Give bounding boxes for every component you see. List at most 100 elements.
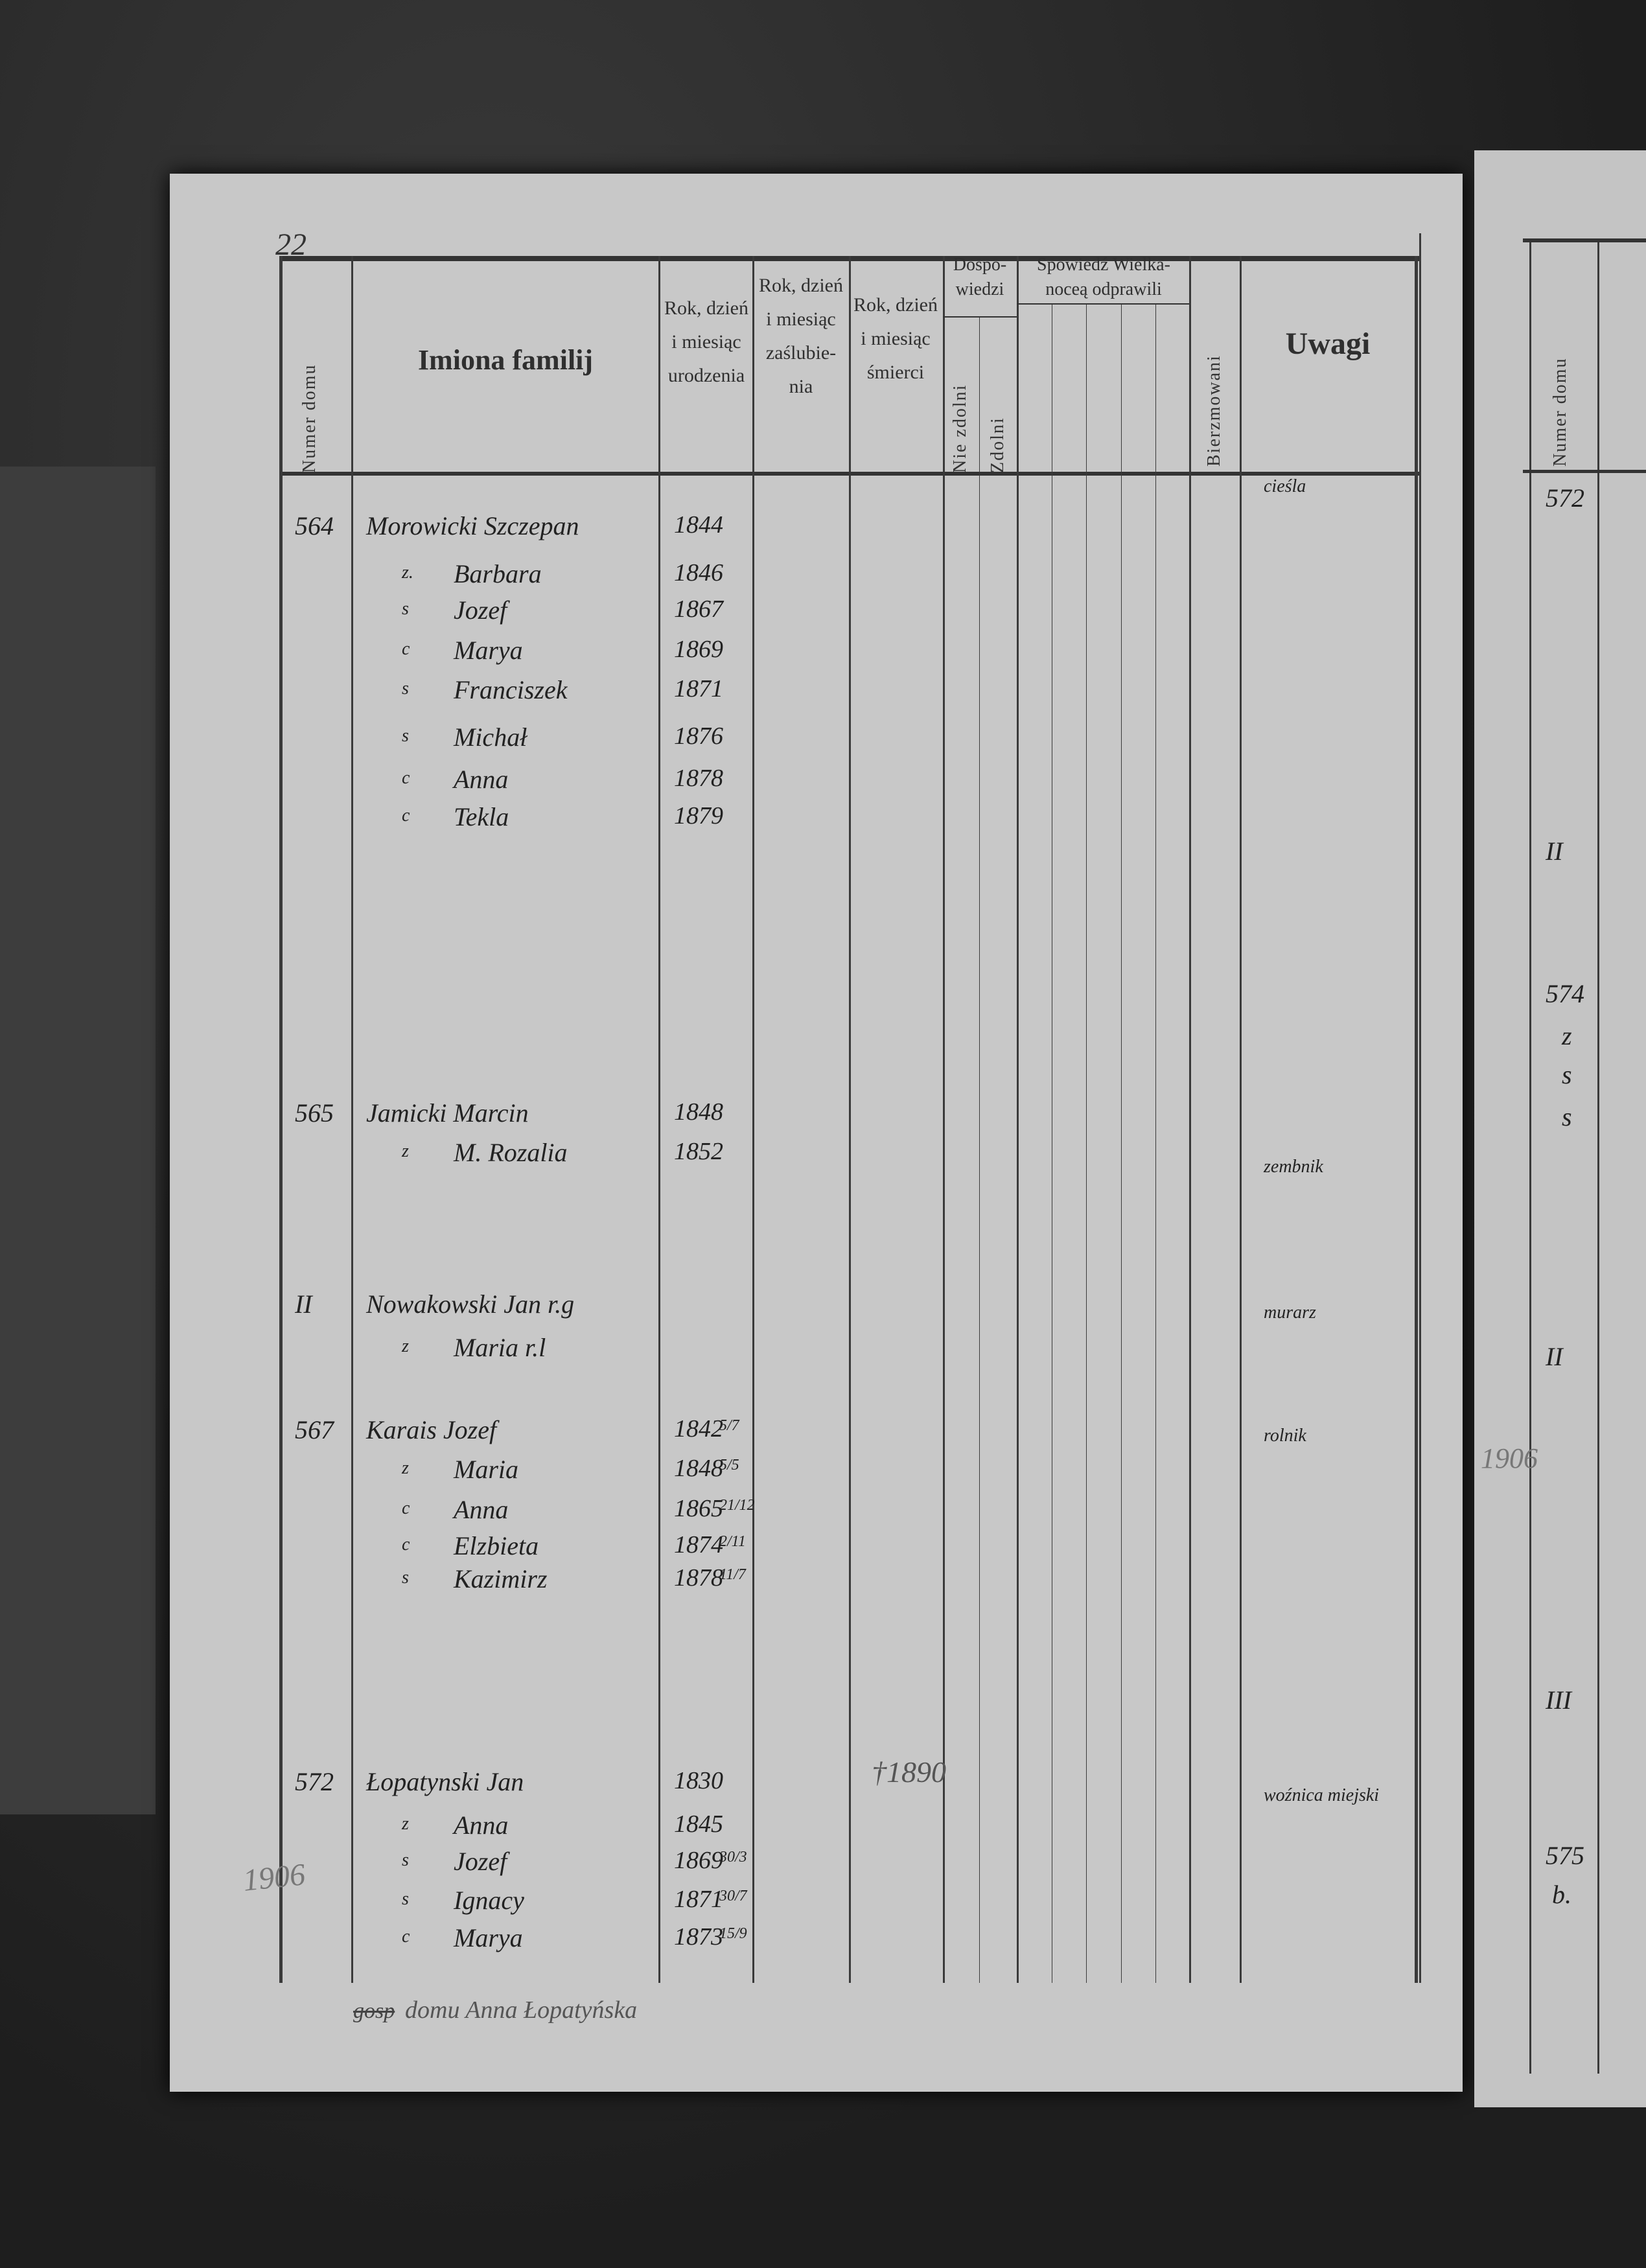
relation-marker: z bbox=[402, 1814, 409, 1834]
right-header-numer-domu: Numer domu bbox=[1550, 357, 1570, 467]
occupation-note: murarz bbox=[1264, 1302, 1316, 1323]
table-column-rule bbox=[1086, 305, 1087, 1983]
birth-year: 1848 bbox=[674, 1455, 723, 1482]
member-name: Anna bbox=[454, 1495, 509, 1524]
relation-marker: z bbox=[402, 1458, 409, 1478]
member-name: Karais Jozef bbox=[366, 1415, 497, 1444]
pencil-note: 1906 bbox=[1481, 1442, 1538, 1474]
register-page-right bbox=[1474, 150, 1646, 2107]
header-nie-zdolni: Nie zdolni bbox=[950, 384, 970, 473]
birth-year: 1874 bbox=[674, 1531, 723, 1558]
footer-note: domu Anna Łopatyńska bbox=[405, 1996, 638, 2024]
member-name: Elzbieta bbox=[454, 1531, 539, 1560]
header-spowiedz-wielkanocna: Spowiedź Wielka- noceą odprawili bbox=[1037, 255, 1170, 299]
table-column-rule bbox=[1189, 256, 1191, 1983]
right-page-house-number: s bbox=[1562, 1102, 1572, 1131]
right-page-house-number: II bbox=[1546, 837, 1563, 866]
header-imiona-familij: Imiona familij bbox=[417, 344, 594, 376]
birth-day-month: 30/3 bbox=[719, 1849, 747, 1866]
house-number: 564 bbox=[295, 511, 334, 540]
birth-year: 1878 bbox=[674, 1564, 723, 1591]
member-name: Anna bbox=[454, 765, 509, 794]
birth-year: 1842 bbox=[674, 1415, 723, 1442]
member-name: Tekla bbox=[454, 802, 509, 831]
table-column-rule bbox=[1240, 256, 1242, 1983]
table-row-rule bbox=[1017, 303, 1189, 305]
birth-year: 1852 bbox=[674, 1138, 723, 1165]
relation-marker: c bbox=[402, 805, 410, 826]
member-name: M. Rozalia bbox=[454, 1138, 568, 1167]
member-name: Jozef bbox=[454, 1847, 507, 1876]
header-rok-urodzenia: Rok, dzień i miesiąc urodzenia bbox=[664, 297, 748, 386]
member-name: Morowicki Szczepan bbox=[366, 511, 579, 540]
table-column-rule bbox=[1419, 233, 1421, 1983]
relation-marker: s bbox=[402, 1889, 409, 1909]
relation-marker: c bbox=[402, 639, 410, 659]
table-column-rule bbox=[979, 318, 980, 1983]
birth-year: 1830 bbox=[674, 1767, 723, 1794]
relation-marker: z bbox=[402, 1141, 409, 1161]
member-name: Franciszek bbox=[454, 675, 568, 704]
table-column-rule bbox=[752, 256, 754, 1983]
header-dospowiedzi: Dospo- wiedzi bbox=[953, 255, 1007, 299]
death-year: †1890 bbox=[872, 1755, 946, 1788]
table-column-rule bbox=[849, 256, 851, 1983]
table-row-rule bbox=[943, 316, 1017, 318]
birth-year: 1869 bbox=[674, 1847, 723, 1874]
relation-marker: c bbox=[402, 1498, 410, 1518]
house-number: II bbox=[295, 1290, 312, 1319]
member-name: Barbara bbox=[454, 559, 542, 588]
table-column-rule bbox=[1155, 305, 1156, 1983]
occupation-note: rolnik bbox=[1264, 1426, 1306, 1446]
right-page-house-number: s bbox=[1562, 1060, 1572, 1089]
relation-marker: s bbox=[402, 599, 409, 619]
birth-year: 1879 bbox=[674, 802, 723, 829]
header-numer-domu: Numer domu bbox=[299, 364, 319, 473]
right-page-house-number: 574 bbox=[1546, 979, 1584, 1008]
birth-day-month: 5/5 bbox=[719, 1457, 739, 1474]
table-column-rule bbox=[351, 256, 353, 1983]
relation-marker: s bbox=[402, 1568, 409, 1588]
member-name: Maria bbox=[454, 1455, 518, 1484]
birth-year: 1871 bbox=[674, 1886, 723, 1913]
birth-year: 1878 bbox=[674, 765, 723, 792]
pencil-note: 1906 bbox=[241, 1857, 307, 1898]
member-name: Ignacy bbox=[454, 1886, 524, 1915]
table-column-rule bbox=[1017, 256, 1019, 1983]
birth-year: 1876 bbox=[674, 723, 723, 750]
table-column-rule bbox=[943, 256, 945, 1983]
occupation-note: cieśla bbox=[1264, 476, 1306, 496]
right-page-house-number: III bbox=[1546, 1685, 1571, 1715]
house-number: 572 bbox=[295, 1767, 334, 1796]
member-name: Maria r.l bbox=[454, 1333, 546, 1362]
birth-year: 1844 bbox=[674, 511, 723, 538]
birth-day-month: 2/11 bbox=[719, 1533, 746, 1550]
member-name: Anna bbox=[454, 1811, 509, 1840]
right-page-house-number: II bbox=[1546, 1342, 1563, 1371]
member-name: Kazimirz bbox=[454, 1564, 548, 1593]
birth-year: 1867 bbox=[674, 596, 723, 623]
member-name: Nowakowski Jan r.g bbox=[366, 1290, 575, 1319]
table-column-rule bbox=[1529, 240, 1531, 2074]
birth-day-month: 11/7 bbox=[719, 1566, 746, 1583]
birth-day-month: 5/7 bbox=[719, 1417, 739, 1434]
table-row-rule bbox=[1523, 470, 1646, 473]
occupation-note: zembnik bbox=[1264, 1157, 1323, 1177]
header-rok-smierci: Rok, dzień i miesiąc śmierci bbox=[853, 294, 938, 383]
header-zdolni: Zdolni bbox=[988, 417, 1008, 473]
birth-year: 1873 bbox=[674, 1923, 723, 1950]
right-page-house-number: 572 bbox=[1546, 483, 1584, 513]
table-column-rule bbox=[1121, 305, 1122, 1983]
right-page-house-number: b. bbox=[1552, 1880, 1571, 1909]
birth-day-month: 30/7 bbox=[719, 1888, 747, 1904]
birth-year: 1865 bbox=[674, 1495, 723, 1522]
table-column-rule bbox=[279, 256, 283, 1983]
relation-marker: z. bbox=[402, 562, 413, 583]
relation-marker: s bbox=[402, 1850, 409, 1870]
table-column-rule bbox=[658, 256, 660, 1983]
relation-marker: c bbox=[402, 1534, 410, 1555]
member-name: Marya bbox=[454, 1923, 523, 1952]
table-row-rule bbox=[1523, 238, 1646, 242]
birth-year: 1869 bbox=[674, 636, 723, 663]
occupation-note: woźnica miejski bbox=[1264, 1785, 1380, 1805]
